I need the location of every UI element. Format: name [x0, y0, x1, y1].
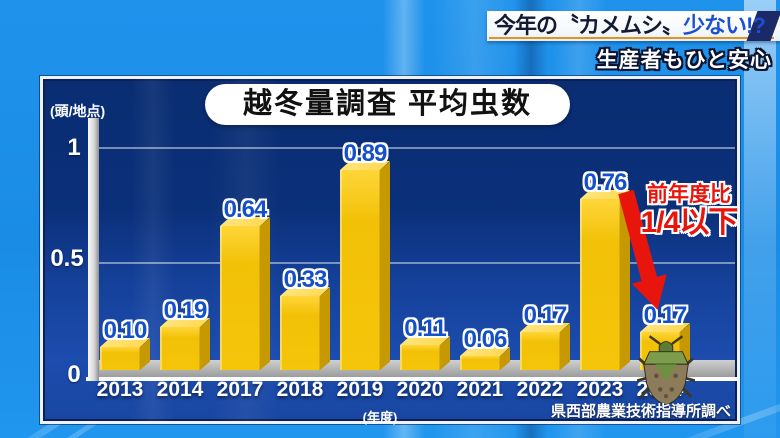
x-tick-label: 2013 [96, 378, 144, 401]
x-axis-line [86, 377, 737, 381]
bar-series: 0.10 2013 0.19 2014 0.64 2017 0.33 2018 0.89 2019… [90, 79, 690, 401]
bar-value-label: 0.64 [223, 196, 268, 223]
bar [460, 356, 500, 370]
bar [160, 327, 200, 370]
y-tick-1: 1 [67, 134, 81, 161]
headline-band [487, 11, 780, 41]
bar-value-label: 0.17 [643, 302, 688, 329]
headline-title-dark: 今年の〝カメムシ〟 [494, 13, 684, 38]
bar [580, 199, 620, 370]
bar-side-face [320, 287, 330, 370]
bar-value-label: 0.17 [523, 302, 568, 329]
x-tick-label: 2018 [276, 378, 324, 401]
y-tick-0: 0 [67, 361, 81, 388]
bar-side-face [200, 318, 210, 370]
bar-side-face [260, 217, 270, 370]
x-axis-unit-label: (年度) [362, 410, 398, 425]
bar-side-face [620, 190, 630, 370]
gridline-0-5 [99, 262, 735, 264]
bar-group-2017: 0.64 2017 [210, 79, 270, 401]
headline-subtitle: 生産者もひと安心 [596, 49, 772, 72]
bar-value-label: 0.06 [463, 326, 508, 353]
annotation-line1: 前年度比 [647, 183, 731, 206]
headline-title-blue: 少ない!? [683, 13, 766, 38]
bar-value-label: 0.10 [103, 317, 148, 344]
x-tick-label: 2017 [216, 378, 264, 401]
x-tick-label: 2020 [396, 378, 444, 401]
chart-title: 越冬量調査 平均虫数 [205, 84, 570, 125]
x-tick-label: 2014 [156, 378, 204, 401]
bar-group-2019: 0.89 2019 [330, 79, 390, 401]
bar [100, 347, 140, 370]
x-tick-label: 2019 [336, 378, 384, 401]
bar-group-2018: 0.33 2018 [270, 79, 330, 401]
annotation-line2: 1/4以下 [640, 206, 739, 239]
headline-underline [489, 37, 774, 39]
y-tick-0-5: 0.5 [50, 245, 84, 272]
bar-value-label: 0.33 [283, 266, 328, 293]
chart-panel: (頭/地点) 1 0.5 0 0.10 2013 0.19 2014 0.64 2017 0… [40, 76, 740, 425]
chart-area: (頭/地点) 1 0.5 0 0.10 2013 0.19 2014 0.64 2017 0… [43, 79, 738, 425]
stinkbug-icon [637, 335, 695, 406]
bar-value-label: 0.11 [404, 315, 446, 342]
bar-group-2021: 0.06 2021 [450, 79, 510, 401]
source-credit: 県西部農業技術指導所調べ [550, 403, 731, 420]
bar [340, 170, 380, 370]
bar [220, 226, 260, 370]
bar [520, 332, 560, 370]
y-axis-unit-label: (頭/地点) [50, 103, 106, 119]
headline-banner: 今年の〝カメムシ〟少ない!? [487, 11, 780, 41]
bar-group-2014: 0.19 2014 [150, 79, 210, 401]
bar [400, 345, 440, 370]
bar-value-label: 0.76 [583, 169, 628, 196]
bar-side-face [380, 161, 390, 370]
x-tick-label: 2022 [516, 378, 564, 401]
bar-value-label: 0.19 [163, 297, 208, 324]
bar-group-2013: 0.10 2013 [90, 79, 150, 401]
headline-title: 今年の〝カメムシ〟少ない!? [494, 11, 766, 41]
y-axis-line [88, 118, 99, 381]
x-tick-label: 2023 [576, 378, 624, 401]
annotation-callout: 前年度比 1/4以下 [634, 183, 744, 239]
bar-group-2022: 0.17 2022 [510, 79, 570, 401]
bar-group-2023: 0.76 2023 [570, 79, 630, 401]
bar-value-label: 0.89 [343, 140, 388, 167]
x-tick-label: 2021 [456, 378, 504, 401]
gridline-1 [99, 147, 735, 149]
bar-group-2020: 0.11 2020 [390, 79, 450, 401]
bar [280, 296, 320, 370]
